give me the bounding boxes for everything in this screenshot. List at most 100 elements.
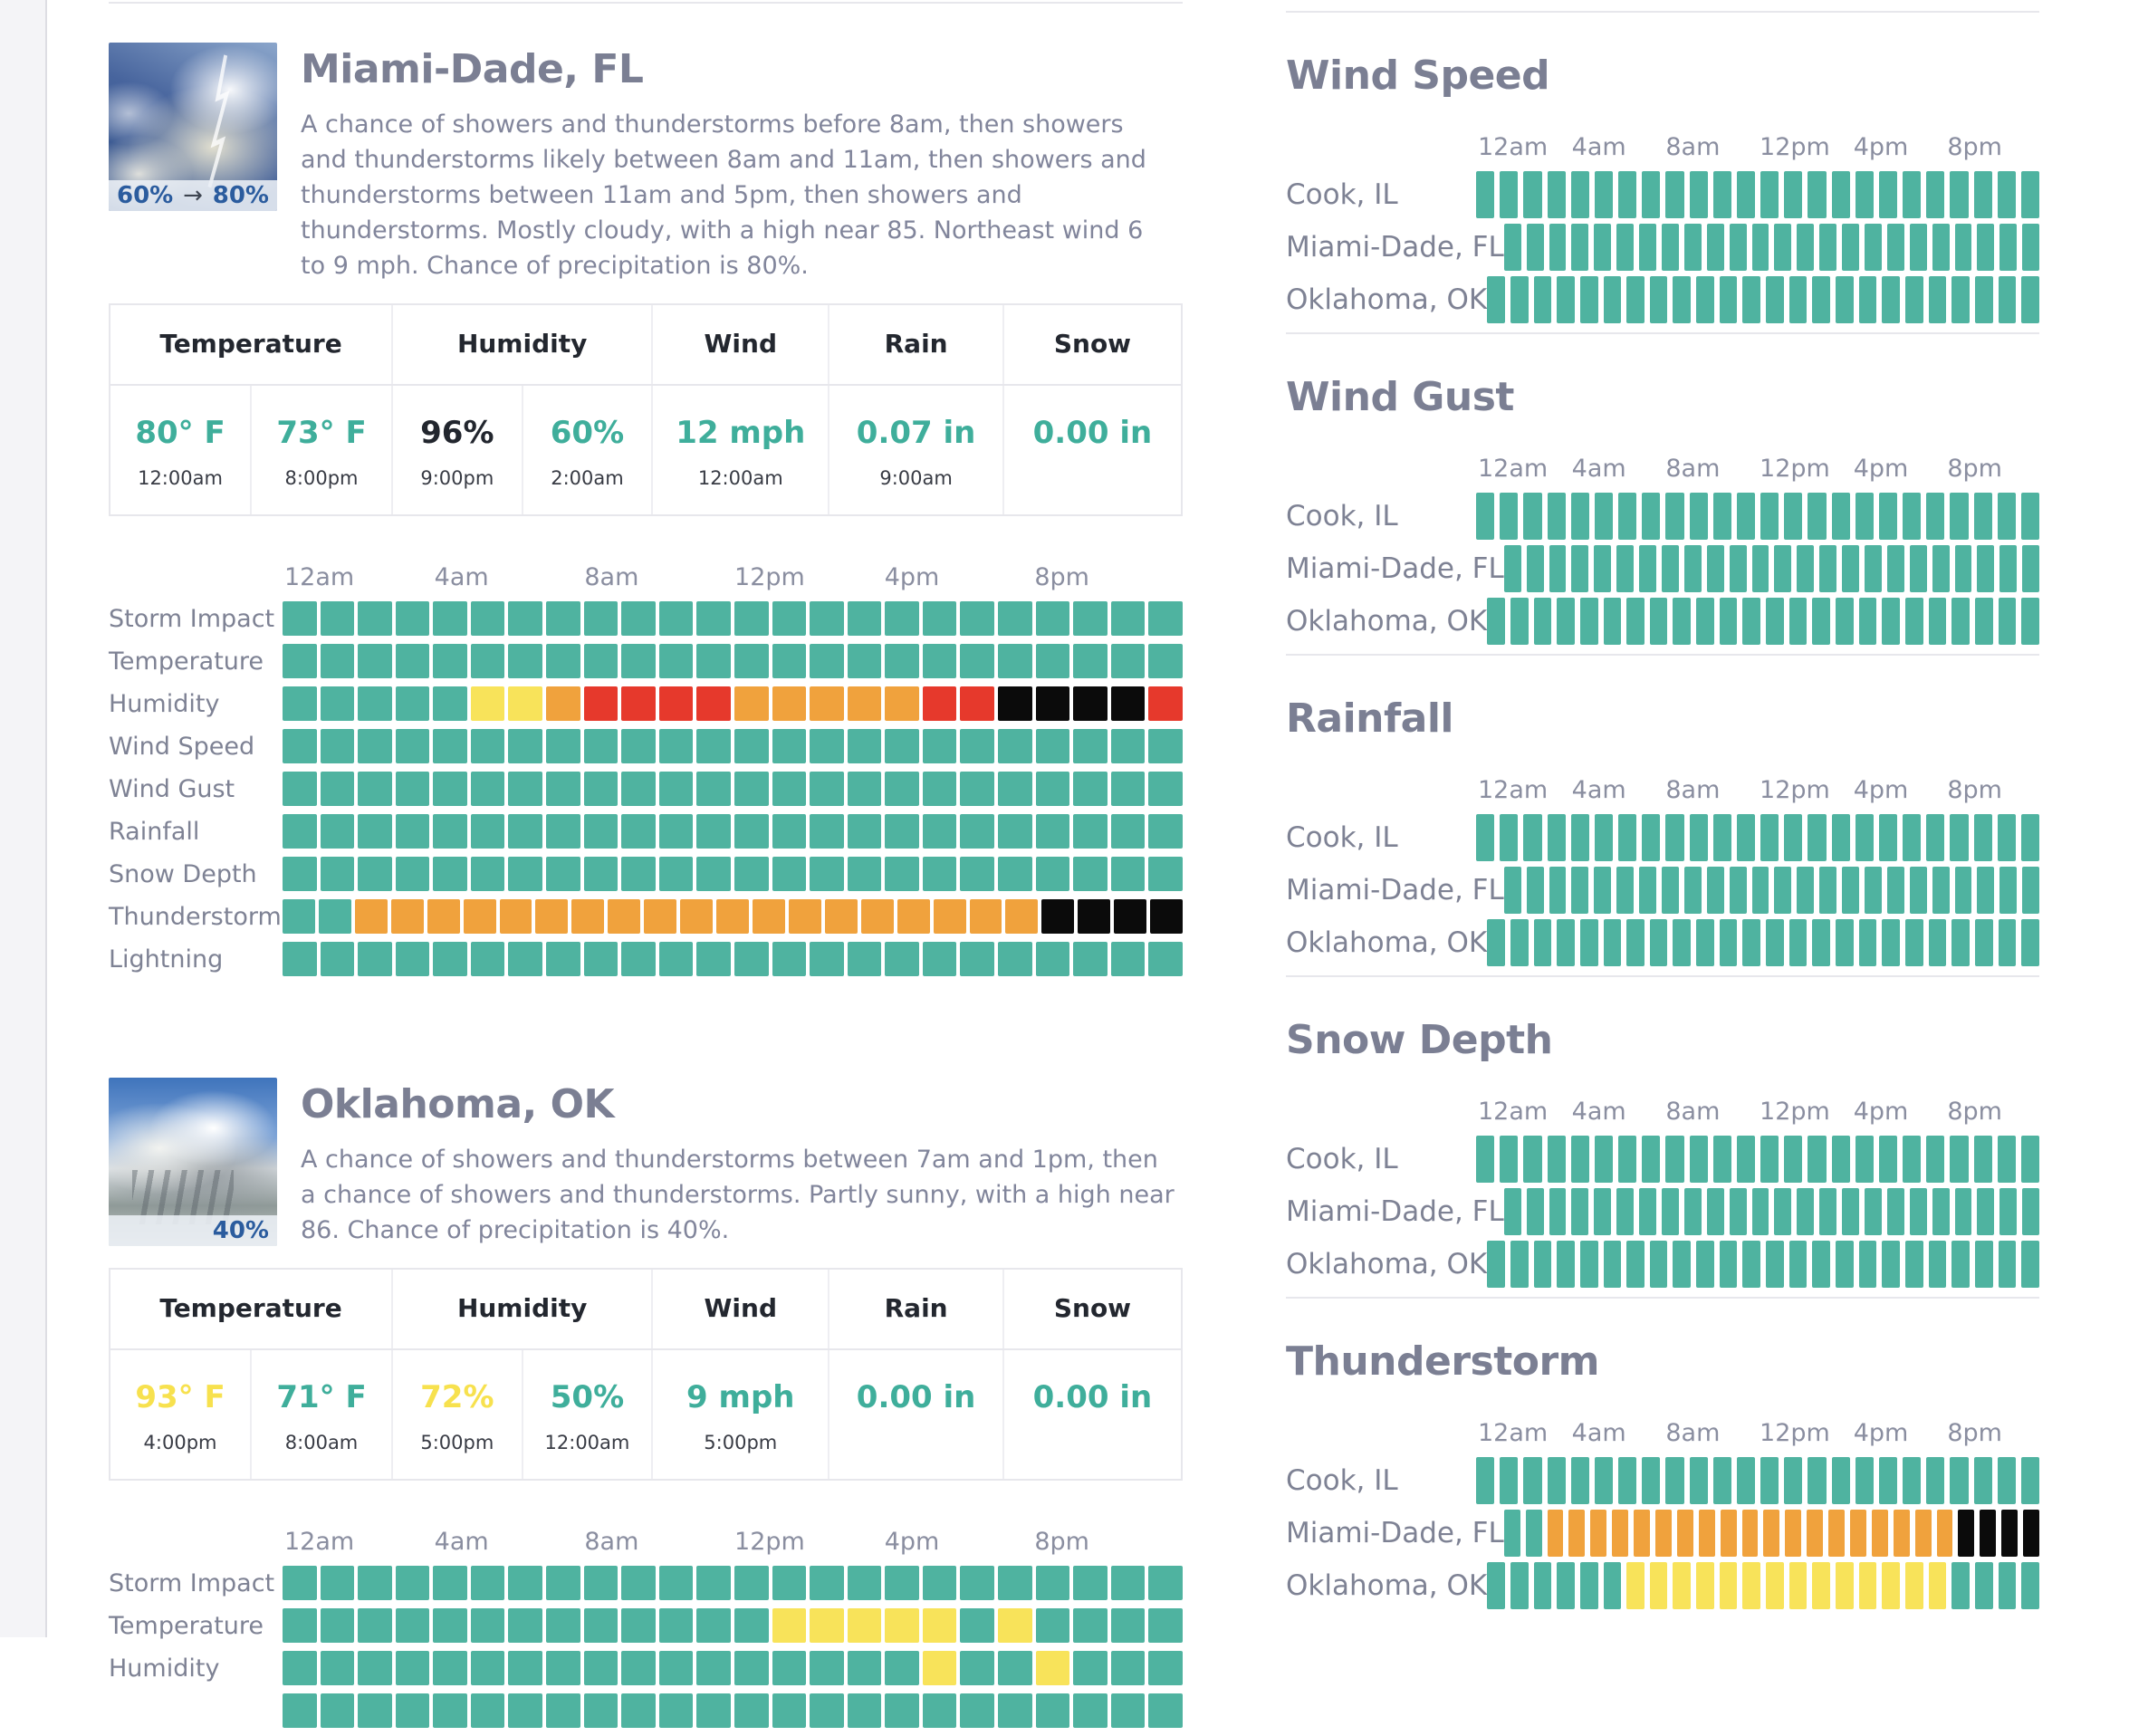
location-section-miami-dade: 60% → 80% Miami-Dade, FL A chance of sho… (109, 43, 1184, 976)
heatmap-cell (621, 1608, 656, 1643)
row-label: Rainfall (109, 817, 200, 846)
heatmap-cell (772, 1651, 807, 1685)
heatmap-cell (1487, 1241, 1505, 1288)
heatmap-cell (885, 1566, 919, 1600)
heatmap-row: Oklahoma, OK (1286, 1241, 2039, 1288)
heatmap-cell (1500, 1457, 1519, 1504)
heatmap-cells (1487, 1562, 2039, 1609)
heatmap-row: Cook, IL (1286, 171, 2040, 218)
heatmap-row: Humidity (109, 686, 1183, 721)
heatmap-row: Snow Depth (109, 857, 1183, 891)
heatmap-cell (885, 729, 919, 763)
heatmap-cell (2021, 1241, 2039, 1288)
heatmap-cell (1819, 224, 1837, 271)
heatmap-cell (1950, 171, 1969, 218)
heatmap-cell (1855, 493, 1874, 540)
time-axis: 12am 4am 8am 12pm 4pm 8pm (1476, 776, 2039, 805)
row-label: Miami-Dade, FL (1286, 874, 1504, 906)
heatmap-cell (1035, 644, 1070, 678)
heatmap-cell (1819, 1188, 1837, 1235)
heatmap-cells (1487, 919, 2039, 966)
row-label: Cook, IL (1286, 178, 1398, 211)
stat-time: 8:00pm (284, 467, 359, 489)
heatmap-cell (772, 601, 807, 636)
time-label: 8pm (1947, 776, 2002, 804)
row-label: Miami-Dade, FL (1286, 1517, 1504, 1549)
heatmap-cell (320, 1566, 355, 1600)
heatmap-cells (283, 729, 1183, 763)
heatmap-cell (997, 857, 1032, 891)
heatmap-cell (1836, 1562, 1854, 1609)
heatmap-cell (922, 729, 957, 763)
heatmap-cell (922, 942, 957, 976)
heatmap-cell (1760, 1136, 1779, 1183)
heatmap-cell (1579, 598, 1598, 645)
hourly-heatmap: 12am 4am 8am 12pm 4pm 8pm Storm Impact Temperat… (109, 1528, 1183, 1728)
time-label: 4am (1571, 133, 1626, 161)
heatmap-cell (658, 1693, 694, 1728)
heatmap-cell (508, 1608, 543, 1643)
heatmap-cell (1893, 1510, 1910, 1557)
heatmap-cell (1634, 1510, 1651, 1557)
heatmap-cell (885, 1693, 919, 1728)
stat-cell: 72% 5:00pm (393, 1350, 523, 1479)
time-label: 4pm (884, 563, 940, 591)
heatmap-cell (734, 857, 769, 891)
forecast-description: A chance of showers and thunderstorms be… (301, 110, 1146, 280)
heatmap-cell (1785, 1510, 1802, 1557)
heatmap-cell (1642, 814, 1661, 861)
row-label: Oklahoma, OK (1286, 605, 1488, 638)
heatmap-cell (1932, 224, 1950, 271)
heatmap-cell (1998, 1241, 2017, 1288)
heatmap-cell (1784, 814, 1803, 861)
time-label: 12am (1478, 455, 1549, 483)
heatmap-cell (1570, 1457, 1589, 1504)
heatmap-row: Wind Gust (109, 772, 1183, 806)
stat-value: 93° F (135, 1379, 225, 1415)
heatmap-cell (1073, 814, 1108, 849)
heatmap-cell (1487, 598, 1505, 645)
row-label: Cook, IL (1286, 821, 1398, 854)
heatmap-cell (470, 814, 505, 849)
right-section-thunderstorm: Thunderstorm 12am 4am 8am 12pm 4pm 8pm Cook, I… (1286, 1297, 2040, 1609)
heatmap-cell (1655, 1510, 1672, 1557)
heatmap-cell (1997, 493, 2016, 540)
heatmap-cell (1997, 814, 2016, 861)
heatmap-cell (583, 729, 619, 763)
stat-column-header: Temperature (110, 305, 394, 384)
heatmap-cell (320, 1651, 355, 1685)
heatmap-row: Cook, IL (1286, 1136, 2040, 1183)
heatmap-cell (922, 601, 957, 636)
heatmap-cell (1819, 867, 1837, 914)
heatmap-cell (1673, 1241, 1692, 1288)
heatmap-row: Wind Speed (109, 729, 1183, 763)
heatmap-cell (1041, 899, 1075, 934)
heatmap-cell (283, 814, 317, 849)
heatmap-cell (433, 814, 467, 849)
heatmap-cell (810, 772, 844, 806)
heatmap-cell (922, 814, 957, 849)
heatmap-cell (1932, 867, 1950, 914)
time-label: 12pm (1760, 455, 1830, 483)
thunderstorm-comparison-grid: 12am 4am 8am 12pm 4pm 8pm Cook, IL Miami-Dade, … (1286, 1419, 2040, 1609)
heatmap-cell (922, 1608, 957, 1643)
heatmap-cell (1886, 224, 1904, 271)
lightning-icon (207, 54, 229, 187)
heatmap-cell (1998, 276, 2017, 323)
heatmap-cell (470, 729, 505, 763)
heatmap-cell (283, 857, 317, 891)
heatmap-cell (1741, 1510, 1759, 1557)
time-label: 8pm (1947, 133, 2002, 161)
heatmap-cell (997, 1693, 1032, 1728)
stat-cell: 93° F 4:00pm (110, 1350, 253, 1479)
heatmap-cell (1950, 1136, 1969, 1183)
time-label: 8pm (1947, 1419, 2002, 1447)
time-label: 12am (1478, 133, 1549, 161)
precip-to: 80% (212, 182, 269, 209)
time-axis: 12am 4am 8am 12pm 4pm 8pm (1476, 455, 2039, 484)
stat-column-header: Snow (1053, 329, 1132, 359)
heatmap-cell (997, 1608, 1032, 1643)
heatmap-cell (1698, 1510, 1715, 1557)
heatmap-cell (1549, 545, 1567, 592)
heatmap-cell (470, 1608, 505, 1643)
